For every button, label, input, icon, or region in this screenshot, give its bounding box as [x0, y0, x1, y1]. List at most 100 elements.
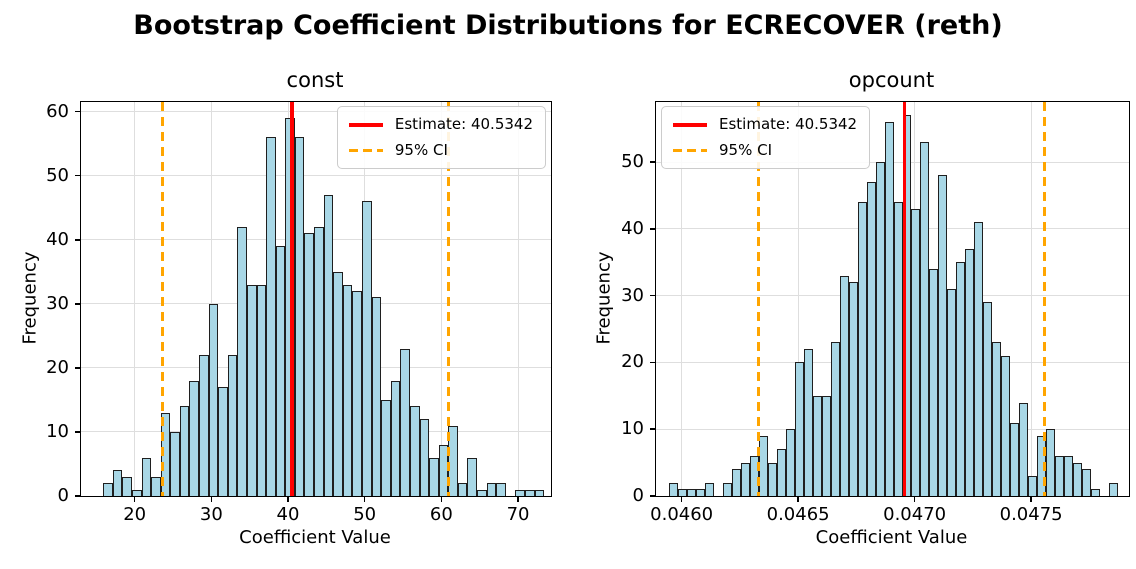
histogram-bar	[696, 489, 706, 496]
histogram-bar	[342, 284, 353, 496]
y-tick-mark	[75, 238, 81, 241]
y-tick-label: 50	[621, 151, 644, 173]
histogram-bar	[1081, 469, 1091, 496]
x-tick-mark	[797, 496, 799, 502]
histogram-bar	[285, 118, 295, 496]
estimate-line-swatch	[348, 122, 383, 127]
x-tick-label: 50	[353, 504, 377, 525]
histogram-bar	[323, 194, 334, 496]
gridline-vertical	[681, 102, 683, 496]
ci-line	[1043, 102, 1047, 496]
histogram-bar	[866, 182, 876, 496]
histogram-bar	[705, 482, 715, 496]
x-tick-label: 0.0470	[883, 504, 947, 525]
y-tick-label: 40	[46, 228, 69, 250]
y-tick-label: 0	[632, 485, 644, 506]
histogram-bar	[189, 380, 200, 496]
histogram-bar	[758, 435, 768, 496]
histogram-bar	[1090, 489, 1100, 496]
y-tick-mark	[75, 495, 81, 497]
y-tick-label: 0	[57, 485, 69, 506]
ci-line-swatch	[673, 148, 707, 153]
histogram-bar	[534, 489, 545, 496]
histogram-bar	[151, 476, 161, 496]
y-tick-label: 30	[46, 292, 69, 314]
axes-opcount: Estimate: 40.5342 95% CI 0 10 20 30 40 50 0.04…	[621, 101, 1130, 525]
x-tick-mark	[133, 496, 136, 502]
histogram-bar	[246, 284, 257, 496]
y-tick-mark	[650, 361, 656, 364]
histogram-bar	[687, 489, 697, 496]
histogram-bar	[812, 395, 822, 496]
histogram-bar	[1063, 455, 1073, 496]
histogram-bar	[218, 387, 228, 496]
estimate-line	[902, 102, 907, 496]
y-tick-label: 10	[46, 420, 69, 442]
histogram-bar	[839, 275, 849, 496]
legend-label-estimate: Estimate: 40.5342	[394, 115, 533, 133]
histogram-bar	[1010, 422, 1020, 496]
histogram-bar	[409, 406, 420, 496]
histogram-bar	[457, 483, 468, 496]
histogram-bar	[170, 431, 180, 496]
histogram-bar	[1046, 429, 1056, 496]
legend-item-ci: 95% CI	[673, 142, 857, 159]
x-tick-label: 0.0465	[766, 504, 830, 525]
x-axis-label: Coefficient Value	[239, 527, 391, 548]
axes-const: Estimate: 40.5342 95% CI 0 10 20 30 40 50 60 20…	[46, 101, 552, 525]
histogram-bar	[1001, 355, 1011, 496]
histogram-bar	[362, 201, 372, 496]
histogram-bar	[496, 483, 506, 496]
histogram-bar	[304, 233, 315, 496]
histogram-bar	[371, 297, 382, 496]
histogram-bar	[803, 349, 813, 496]
x-tick-label: 0.0460	[650, 504, 714, 525]
histogram-bar	[1072, 462, 1082, 496]
histogram-bar	[893, 202, 903, 496]
gridline-vertical	[440, 102, 442, 496]
histogram-bar	[785, 429, 795, 496]
legend-label-ci: 95% CI	[394, 141, 448, 159]
histogram-bar	[884, 122, 894, 496]
histogram-bar	[524, 489, 535, 496]
ci-line	[757, 102, 761, 496]
histogram-bar	[131, 489, 142, 496]
gridline-vertical	[134, 102, 136, 496]
histogram-bar	[920, 142, 930, 496]
y-tick-mark	[650, 228, 656, 230]
histogram-bar	[1019, 402, 1029, 496]
gridline-vertical	[210, 102, 212, 496]
ci-line-swatch	[348, 148, 383, 153]
x-tick-mark	[913, 496, 916, 502]
histogram-bar	[1028, 475, 1038, 496]
x-tick-mark	[210, 496, 213, 502]
gridline-horizontal	[81, 111, 551, 113]
histogram-bar	[669, 482, 679, 496]
subplot-title-const: const	[286, 68, 344, 92]
histogram-bar	[974, 222, 984, 496]
y-tick-mark	[650, 495, 656, 497]
histogram-bar	[821, 395, 831, 496]
histogram-bar	[390, 380, 401, 496]
x-tick-label: 0.0475	[999, 504, 1063, 525]
x-tick-mark	[363, 496, 366, 502]
histogram-bar	[256, 284, 267, 496]
gridline-vertical	[1030, 102, 1032, 496]
estimate-line-swatch	[673, 122, 707, 127]
histogram-bar	[477, 489, 487, 496]
histogram-bar	[938, 175, 948, 496]
histogram-bar	[266, 137, 276, 496]
histogram-bar	[992, 342, 1002, 496]
legend-item-ci: 95% CI	[348, 141, 533, 159]
figure-title: Bootstrap Coefficient Distributions for …	[133, 10, 1003, 41]
ci-line	[161, 102, 165, 496]
y-tick-mark	[75, 174, 81, 177]
histogram-bar	[848, 282, 858, 496]
x-tick-mark	[440, 496, 443, 502]
x-tick-label: 40	[276, 504, 300, 525]
histogram-bar	[678, 489, 688, 496]
histogram-bar	[983, 302, 993, 496]
histogram-bar	[741, 462, 750, 496]
y-tick-label: 20	[46, 356, 69, 378]
gridline-vertical	[517, 102, 519, 496]
